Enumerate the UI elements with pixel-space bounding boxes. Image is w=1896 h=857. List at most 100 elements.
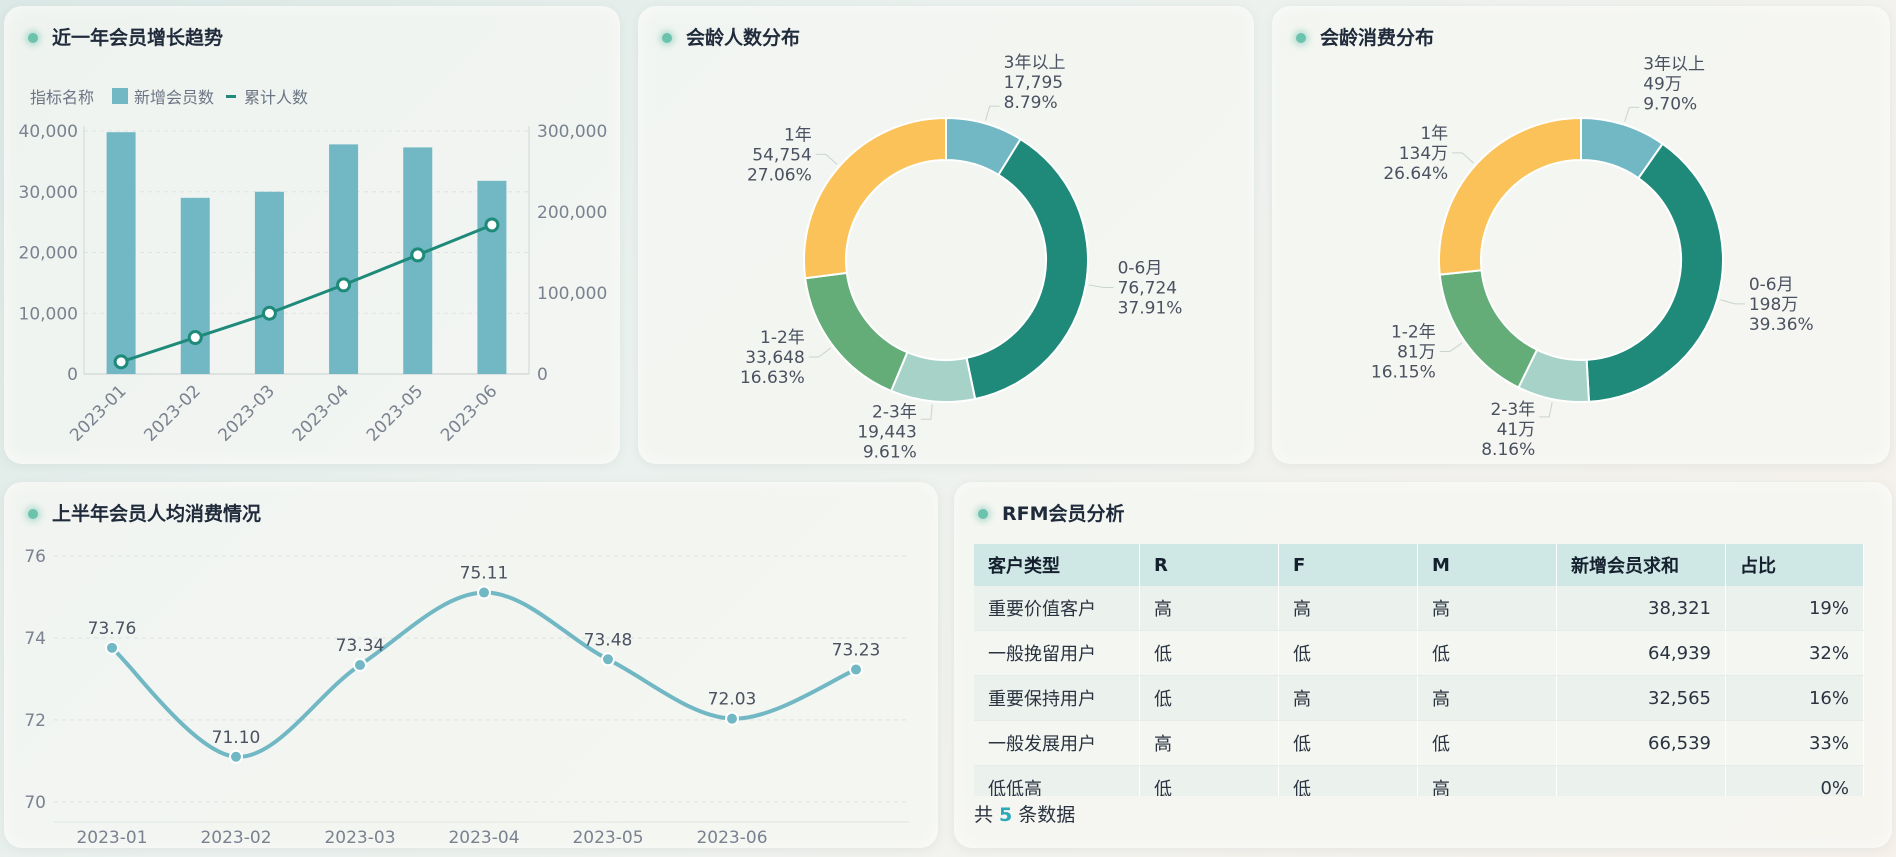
col-f[interactable]: F [1278, 544, 1418, 586]
spend-data-label: 71.10 [212, 728, 261, 748]
col-m[interactable]: M [1417, 544, 1557, 586]
legend-prefix: 指标名称 [30, 88, 95, 107]
donut-label-line [1624, 106, 1640, 122]
footer-prefix: 共 [974, 804, 994, 826]
donut-label: 0-6月 [1749, 275, 1794, 295]
donut-label: 9.70% [1643, 94, 1697, 114]
donut-label: 0-6月 [1118, 259, 1163, 279]
left-tick-label: 20,000 [19, 244, 78, 264]
spend-point [601, 652, 615, 667]
x-tick-label: 2023-02 [200, 828, 271, 848]
table-cell: 32% [1725, 630, 1864, 676]
y-tick-label: 74 [24, 629, 46, 649]
donut-label: 1年 [1420, 124, 1448, 144]
spend-data-label: 73.48 [584, 630, 633, 650]
cumulative-line [120, 223, 493, 364]
right-tick-label: 100,000 [537, 284, 607, 304]
donut-label-line [1720, 299, 1745, 305]
right-tick-label: 300,000 [537, 122, 607, 142]
donut-label: 81万 [1397, 343, 1436, 363]
table-cell: 64,939 [1556, 630, 1726, 676]
donut-label-line [1439, 342, 1463, 353]
title-dot-icon [28, 509, 38, 519]
donut-label: 3年以上 [1004, 53, 1066, 73]
donut-label: 2-3年 [872, 402, 917, 422]
line-point [261, 305, 277, 321]
donut-label: 19,443 [857, 422, 916, 442]
table-cell: 高 [1417, 675, 1557, 721]
x-tick-label: 2023-04 [289, 381, 353, 445]
line-point [187, 330, 203, 346]
table-cell: 38,321 [1556, 586, 1726, 631]
member-growth-title: 近一年会员增长趋势 [26, 24, 223, 52]
legend-line-label[interactable]: 累计人数 [244, 88, 309, 107]
table-cell: 一般发展用户 [974, 720, 1140, 766]
table-row[interactable]: 一般发展用户高低低 66,539 33% [974, 720, 1864, 766]
left-tick-label: 40,000 [19, 122, 78, 142]
table-row[interactable]: 低低高低低高 0% [974, 765, 1864, 796]
right-tick-label: 0 [537, 365, 548, 385]
legend-bar-swatch[interactable] [112, 88, 129, 104]
donut-label: 33,648 [745, 348, 804, 368]
footer-suffix: 条数据 [1018, 804, 1076, 826]
donut-label: 76,724 [1118, 279, 1177, 299]
per-capita-title-text: 上半年会员人均消费情况 [52, 503, 262, 525]
spend-data-label: 73.76 [88, 619, 137, 639]
rfm-table-viewport[interactable]: 客户类型 R F M 新增会员求和 占比 重要价值客户高高高 38,321 19% 一… [954, 482, 1892, 796]
rfm-table: 客户类型 R F M 新增会员求和 占比 重要价值客户高高高 38,321 19% 一… [974, 544, 1864, 796]
donut-label: 2-3年 [1490, 400, 1535, 420]
left-tick-label: 30,000 [19, 183, 78, 203]
tenure-spend-title: 会龄消费分布 [1294, 24, 1434, 52]
donut-label-line [985, 105, 1000, 121]
donut-slice [965, 137, 1089, 401]
table-cell: 低 [1278, 720, 1418, 766]
left-tick-label: 10,000 [19, 304, 78, 324]
donut-label-line [1088, 284, 1114, 289]
table-cell: 低 [1139, 765, 1279, 796]
spend-point [353, 658, 367, 673]
donut-label: 17,795 [1004, 73, 1063, 93]
rfm-footer: 共 5 条数据 [974, 800, 1075, 827]
spend-data-label: 75.11 [460, 564, 509, 584]
col-ratio[interactable]: 占比 [1725, 544, 1864, 586]
col-customer-type[interactable]: 客户类型 [974, 544, 1140, 586]
donut-label-line [1452, 152, 1474, 164]
table-row[interactable]: 重要价值客户高高高 38,321 19% [974, 586, 1864, 631]
donut-label: 198万 [1749, 295, 1798, 315]
col-new-members-sum[interactable]: 新增会员求和 [1556, 544, 1726, 586]
table-cell: 高 [1139, 586, 1279, 631]
table-cell: 0% [1725, 765, 1864, 796]
donut-slice [1438, 116, 1582, 276]
bar [180, 197, 210, 374]
table-row[interactable]: 一般挽留用户低低低 64,939 32% [974, 630, 1864, 676]
table-cell: 19% [1725, 586, 1864, 631]
col-r[interactable]: R [1139, 544, 1279, 586]
donut-label: 49万 [1643, 74, 1682, 94]
y-tick-label: 76 [24, 547, 46, 567]
member-growth-chart: 0 10,000 20,000 30,000 40,000 0 100,000 200,000… [19, 122, 608, 446]
table-cell: 低 [1139, 675, 1279, 721]
legend-line-swatch[interactable] [226, 94, 237, 98]
table-cell [1556, 765, 1726, 796]
spend-point [477, 585, 491, 600]
rfm-header-row: 客户类型 R F M 新增会员求和 占比 [974, 544, 1864, 586]
y-tick-label: 72 [24, 711, 46, 731]
title-dot-icon [28, 33, 38, 43]
table-cell: 高 [1139, 720, 1279, 766]
legend-bar-label[interactable]: 新增会员数 [134, 88, 215, 107]
x-tick-label: 2023-03 [215, 381, 279, 445]
table-cell: 重要价值客户 [974, 586, 1140, 631]
x-tick-label: 2023-02 [140, 381, 204, 445]
table-row[interactable]: 重要保持用户低高高 32,565 16% [974, 675, 1864, 721]
spend-data-label: 73.34 [336, 636, 385, 656]
donut-label: 134万 [1399, 144, 1448, 164]
left-tick-label: 0 [67, 365, 78, 385]
donut-label: 54,754 [752, 145, 811, 165]
title-dot-icon [978, 509, 988, 519]
x-tick-label: 2023-05 [572, 828, 643, 848]
line-point [410, 247, 426, 263]
per-capita-title: 上半年会员人均消费情况 [26, 500, 261, 528]
x-tick-label: 2023-04 [448, 828, 519, 848]
table-cell: 低 [1417, 630, 1557, 676]
